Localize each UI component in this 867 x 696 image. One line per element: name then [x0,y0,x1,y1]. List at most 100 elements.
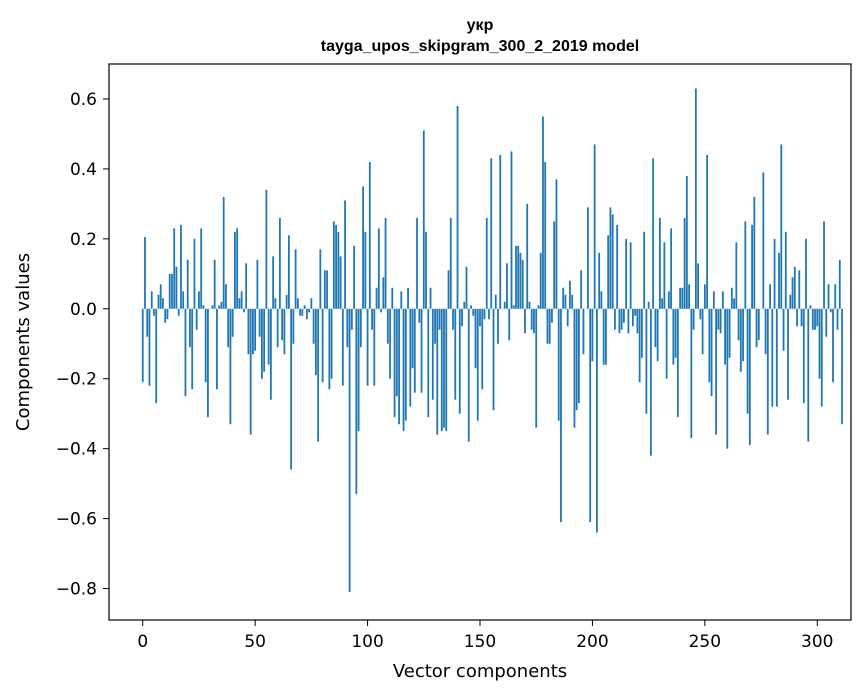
bar-133 [440,308,443,432]
bar-58 [272,256,275,309]
bar-179 [544,161,547,309]
bar-44 [240,291,243,309]
y-axis: −0.8 −0.6 −0.4 −0.2 0.0 0.2 0.4 0.6 [56,90,109,600]
y-tick-label-2: −0.4 [56,440,97,460]
bar-221 [638,308,641,383]
bar-116 [402,308,405,432]
bar-216 [627,308,630,334]
bar-150 [479,308,481,327]
bar-226 [649,308,652,456]
bar-91 [346,308,349,348]
bar-141 [458,308,461,414]
bar-173 [530,308,533,330]
bar-75 [310,298,313,309]
bar-177 [539,252,542,309]
bar-84 [330,308,333,379]
bar-114 [398,308,400,425]
bar-277 [764,308,767,355]
bar-249 [701,308,704,355]
bar-149 [476,308,479,421]
bar-110 [389,308,391,379]
bar-183 [553,221,556,309]
bar-244 [690,308,693,439]
bar-233 [665,308,668,379]
x-tick-label-6: 300 [801,632,833,652]
bar-209 [611,214,614,309]
bar-300 [816,308,819,327]
bar-308 [834,284,837,309]
bar-14 [173,228,176,309]
bar-9 [162,298,164,309]
bar-26 [200,228,203,309]
bar-121 [413,308,416,393]
bar-37 [225,284,227,309]
bar-276 [762,172,765,309]
bar-168 [519,252,522,309]
bar-27 [202,305,205,309]
bar-297 [809,305,812,309]
bar-128 [429,287,432,309]
bar-78 [317,308,320,442]
y-tick-label-6: 0.4 [70,160,97,180]
bar-224 [645,308,648,414]
bar-202 [596,308,598,533]
bar-148 [474,308,477,369]
x-tick-label-1: 50 [244,632,266,652]
bar-201 [593,144,596,309]
bar-247 [697,263,699,309]
bar-243 [688,284,691,309]
bar-130 [434,308,436,344]
bar-185 [557,308,560,421]
bar-7 [157,294,160,309]
bar-287 [787,308,789,400]
bar-184 [555,179,558,309]
bar-8 [159,284,162,309]
bar-107 [382,277,385,309]
bar-18 [182,291,185,309]
bar-50 [254,308,257,351]
bar-279 [769,284,771,309]
bar-19 [184,308,187,397]
bar-64 [285,294,288,309]
bar-90 [344,200,346,309]
bar-199 [589,308,592,523]
bar-204 [600,291,603,309]
bar-4 [150,291,153,309]
bar-153 [485,217,488,309]
y-tick-label-3: −0.2 [56,370,97,390]
bar-195 [580,270,583,309]
bar-273 [755,308,758,348]
bars-group [141,88,843,593]
bar-212 [618,308,621,334]
bar-307 [832,308,834,383]
bar-170 [524,308,526,334]
bar-119 [409,308,412,407]
bar-125 [422,130,425,309]
bar-139 [454,308,457,400]
bar-93 [350,308,353,330]
bar-176 [537,305,540,309]
bar-237 [674,308,677,358]
bar-188 [564,294,567,309]
bar-16 [177,308,180,316]
bar-152 [483,308,486,320]
bar-198 [587,207,589,309]
bar-23 [193,238,196,309]
bar-240 [681,287,684,309]
bar-288 [789,294,792,309]
bar-283 [778,252,780,309]
bar-186 [560,308,562,523]
bar-182 [551,308,553,323]
bar-305 [827,284,830,309]
bar-111 [391,287,394,309]
bar-120 [411,308,414,369]
bar-99 [364,231,367,309]
bar-264 [735,242,738,309]
bar-213 [620,308,623,330]
bar-1 [144,237,146,309]
x-axis-label: Vector components [393,661,567,682]
bar-69 [296,298,299,309]
bar-81 [323,270,326,309]
bar-36 [222,196,225,309]
